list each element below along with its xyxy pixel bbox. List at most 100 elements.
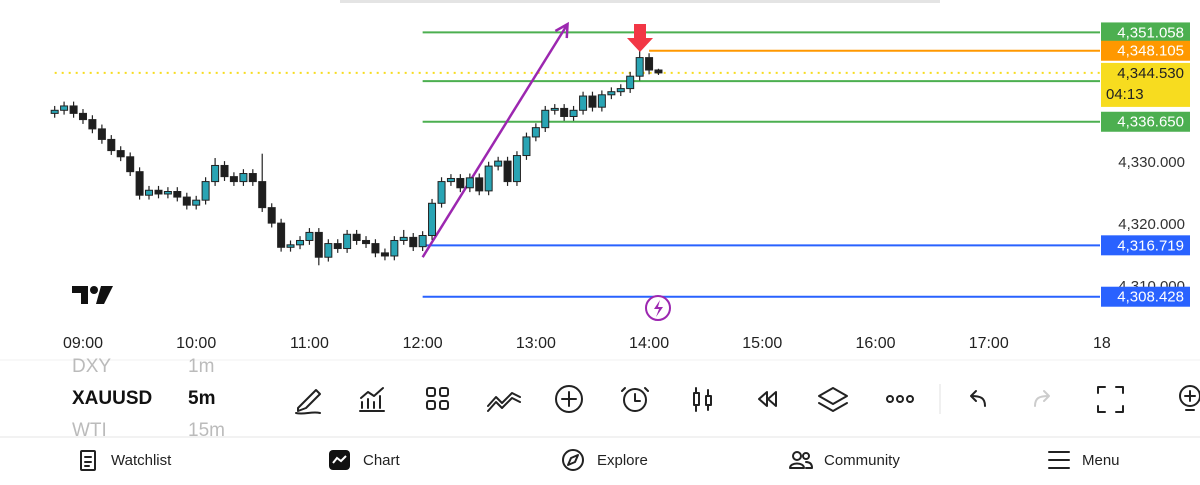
candle-body bbox=[390, 239, 399, 257]
candle-body bbox=[654, 69, 663, 74]
candle-body bbox=[607, 91, 616, 96]
candle-body bbox=[126, 156, 135, 173]
candle-body bbox=[626, 75, 635, 90]
candle-body bbox=[60, 105, 69, 111]
symbol-name[interactable]: DXY bbox=[72, 356, 111, 377]
symbol-interval[interactable]: 5m bbox=[188, 388, 215, 409]
candle-body bbox=[296, 239, 305, 246]
event-icon bbox=[645, 295, 671, 321]
candle-body bbox=[465, 177, 474, 189]
replay-tool[interactable] bbox=[758, 391, 777, 407]
candle-body bbox=[371, 243, 380, 254]
candle-body bbox=[569, 109, 578, 117]
candle-body bbox=[182, 196, 191, 206]
watchlist-icon bbox=[80, 450, 96, 471]
candle-body bbox=[531, 127, 540, 138]
alert-tool[interactable] bbox=[621, 387, 649, 412]
nav-label[interactable]: Community bbox=[824, 452, 900, 469]
candle-body bbox=[550, 107, 559, 111]
symbol-interval[interactable]: 1m bbox=[188, 356, 214, 377]
x-tick-label: 12:00 bbox=[403, 335, 443, 352]
candle-body bbox=[154, 189, 163, 195]
candle-body bbox=[286, 244, 295, 248]
candle-body bbox=[475, 177, 484, 192]
x-tick-label: 17:00 bbox=[969, 335, 1009, 352]
symbol-list[interactable]: DXY 1m XAUUSD 5m WTI 15m bbox=[72, 356, 225, 441]
toolbar bbox=[295, 384, 1200, 415]
x-tick-label: 10:00 bbox=[176, 335, 216, 352]
candle-body bbox=[446, 177, 455, 183]
nav-label[interactable]: Menu bbox=[1082, 452, 1120, 469]
candle-body bbox=[248, 173, 257, 183]
price-label: 4,336.650 bbox=[1117, 114, 1184, 131]
candle-body bbox=[163, 191, 172, 195]
candle-body bbox=[239, 173, 248, 183]
symbol-name[interactable]: XAUUSD bbox=[72, 388, 152, 409]
symbol-name[interactable]: WTI bbox=[72, 420, 107, 441]
candle-body bbox=[522, 136, 531, 157]
layers-tool[interactable] bbox=[818, 387, 848, 412]
explore-icon bbox=[562, 449, 584, 471]
symbol-interval[interactable]: 15m bbox=[188, 420, 225, 441]
indicators-tool[interactable] bbox=[359, 387, 385, 412]
candle-body bbox=[211, 164, 220, 183]
community-icon bbox=[789, 451, 813, 469]
logo bbox=[72, 286, 113, 304]
candle-body bbox=[192, 199, 201, 206]
price-label-box bbox=[1101, 62, 1190, 107]
ideas[interactable] bbox=[1179, 385, 1200, 411]
candle-body bbox=[512, 155, 521, 183]
trend-arrowhead bbox=[554, 21, 569, 39]
candle-body bbox=[324, 243, 333, 258]
x-tick-label: 16:00 bbox=[855, 335, 895, 352]
candle-body bbox=[645, 57, 654, 71]
candle-body bbox=[277, 222, 286, 248]
undo[interactable] bbox=[970, 390, 986, 407]
x-tick-label: 15:00 bbox=[742, 335, 782, 352]
candle-body bbox=[97, 128, 106, 140]
nav-label[interactable]: Explore bbox=[597, 452, 648, 469]
compare-tool[interactable] bbox=[487, 392, 521, 412]
candle-body bbox=[616, 88, 625, 93]
x-tick-label: 09:00 bbox=[63, 335, 103, 352]
candle-body bbox=[418, 235, 427, 248]
redo[interactable] bbox=[1034, 390, 1050, 407]
chart-type-tool[interactable] bbox=[693, 387, 712, 412]
nav-label[interactable]: Chart bbox=[363, 452, 401, 469]
nav-label[interactable]: Watchlist bbox=[111, 452, 172, 469]
marker-arrow bbox=[627, 24, 653, 52]
draw-tool[interactable] bbox=[295, 389, 321, 415]
candle-body bbox=[333, 243, 342, 250]
candle-body bbox=[144, 189, 153, 196]
more-tool[interactable] bbox=[886, 395, 914, 403]
bottom-nav: Watchlist Chart Explore Community Menu bbox=[80, 449, 1120, 471]
candle-body bbox=[494, 160, 503, 167]
price-label-box bbox=[1101, 286, 1190, 307]
price-countdown: 04:13 bbox=[1106, 86, 1144, 103]
fullscreen[interactable] bbox=[1097, 386, 1124, 413]
candle-body bbox=[305, 231, 314, 241]
candle-body bbox=[135, 171, 144, 196]
price-label: 4,308.428 bbox=[1117, 289, 1184, 306]
candle-body bbox=[484, 165, 493, 192]
candle-body bbox=[380, 252, 389, 257]
candle-body bbox=[50, 109, 59, 114]
candle-body bbox=[69, 105, 78, 114]
x-tick-label: 18 bbox=[1093, 335, 1111, 352]
price-label: 4,344.530 bbox=[1117, 65, 1184, 82]
candle-body bbox=[352, 233, 361, 241]
candle-body bbox=[220, 164, 229, 178]
layout-tool[interactable] bbox=[426, 387, 449, 410]
y-tick-label: 4,330.000 bbox=[1118, 154, 1185, 171]
candle-body bbox=[635, 57, 644, 77]
price-label-box bbox=[1101, 111, 1190, 132]
add-tool[interactable] bbox=[555, 385, 583, 413]
menu-icon bbox=[1048, 451, 1070, 469]
x-tick-label: 13:00 bbox=[516, 335, 556, 352]
price-label: 4,316.719 bbox=[1117, 237, 1184, 254]
candle-body bbox=[78, 112, 87, 121]
candle-body bbox=[229, 176, 238, 183]
candle-body bbox=[456, 177, 465, 189]
